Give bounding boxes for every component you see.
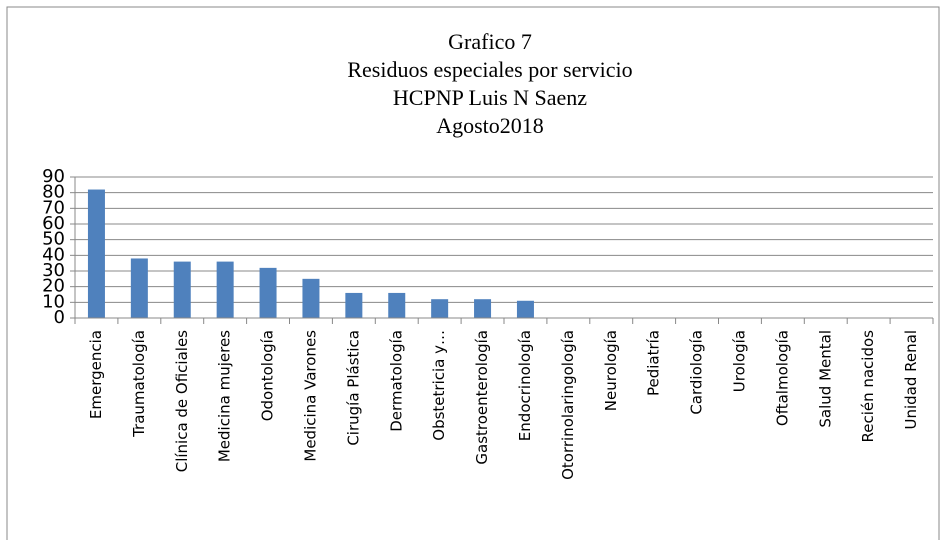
x-tick-label: Unidad Renal: [902, 330, 920, 430]
chart-title: HCPNP Luis N Saenz: [393, 85, 587, 110]
x-tick-label: Pediatría: [645, 330, 663, 396]
bar: [388, 292, 406, 318]
x-tick-label: Endocrinología: [516, 330, 534, 441]
y-tick-label: 90: [42, 166, 65, 187]
bar: [87, 189, 105, 318]
y-tick-label: 30: [42, 260, 65, 281]
bar: [216, 261, 234, 318]
x-tick-label: Emergencia: [87, 330, 105, 419]
x-tick-label: Cardiología: [688, 330, 706, 415]
y-tick-label: 0: [54, 307, 65, 328]
bar: [474, 299, 492, 318]
bar: [259, 267, 277, 318]
x-tick-label: Salud Mental: [816, 330, 834, 428]
chart-title: Residuos especiales por servicio: [347, 57, 632, 82]
bar: [516, 300, 534, 318]
y-tick-label: 80: [42, 182, 65, 203]
y-tick-label: 60: [42, 213, 65, 234]
bar: [345, 292, 363, 318]
bar: [130, 258, 148, 318]
chart-title: Agosto2018: [436, 113, 544, 138]
bar: [302, 278, 320, 318]
y-tick-label: 10: [42, 291, 65, 312]
bar: [173, 261, 191, 318]
x-tick-label: Oftalmología: [773, 330, 791, 426]
x-tick-label: Neurología: [602, 330, 620, 411]
y-tick-label: 40: [42, 244, 65, 265]
x-tick-label: Medicina mujeres: [216, 330, 234, 462]
chart-border: [6, 6, 940, 540]
y-tick-label: 20: [42, 276, 65, 297]
x-tick-label: Medicina Varones: [301, 330, 319, 462]
x-tick-label: Recién nacidos: [859, 330, 877, 443]
y-tick-label: 50: [42, 229, 65, 250]
x-tick-label: Obstetricia y…: [430, 330, 448, 441]
x-tick-label: Clínica de Oficiales: [173, 330, 191, 472]
x-tick-label: Urología: [730, 330, 748, 392]
bar: [431, 299, 449, 318]
x-tick-label: Cirugía Plástica: [344, 330, 362, 446]
y-tick-label: 70: [42, 197, 65, 218]
x-tick-label: Gastroenterología: [473, 330, 491, 465]
chart-title: Grafico 7: [448, 29, 532, 54]
x-tick-label: Odontología: [259, 330, 277, 421]
x-tick-label: Otorrinolaringología: [559, 330, 577, 480]
x-tick-label: Dermatología: [387, 330, 405, 432]
x-tick-label: Traumatología: [130, 330, 148, 438]
